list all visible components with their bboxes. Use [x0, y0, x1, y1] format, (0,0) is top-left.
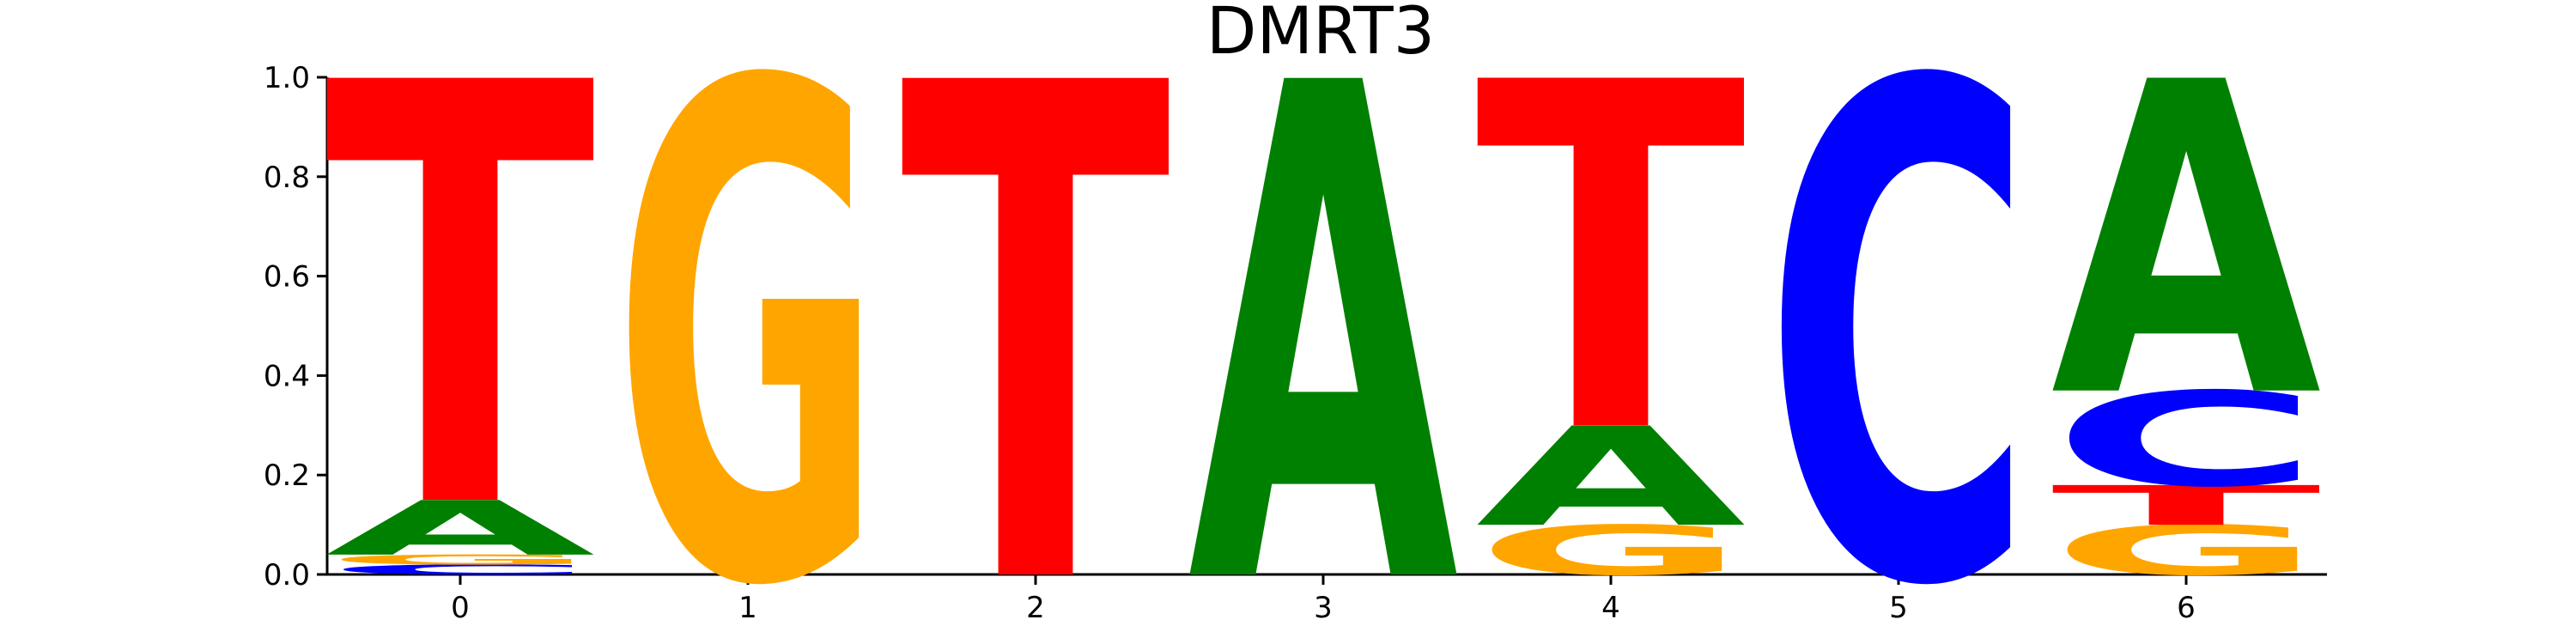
- y-tick-label: 0.2: [264, 459, 310, 493]
- y-tick-label: 0.6: [264, 260, 310, 295]
- x-tick-label: 2: [1026, 591, 1045, 625]
- logo-letter-G-pos-4: G: [1476, 512, 1747, 591]
- y-tick-label: 0.8: [264, 161, 310, 195]
- logo-letter-A-pos-3: A: [1188, 0, 1461, 644]
- logo-letter-C-pos-0: C: [325, 562, 596, 577]
- x-tick-label: 3: [1314, 591, 1333, 625]
- axes: 0.0 0.2 0.4 0.6 0.8 1.0 0 1 2 3 4 5 6: [264, 61, 2327, 625]
- logo-letter-A-pos-4: A: [1476, 398, 1749, 557]
- logo-letter-A-pos-0: A: [325, 485, 598, 572]
- chart-title: DMRT3: [1206, 0, 1435, 69]
- x-tick-label: 5: [1889, 591, 1908, 625]
- logo-letter-C-pos-6: C: [2051, 365, 2322, 516]
- x-tick-label: 0: [451, 591, 470, 625]
- logo-letter-T-pos-0: T: [325, 0, 598, 637]
- x-tick-label: 6: [2177, 591, 2196, 625]
- logo-letter-G-pos-6: G: [2051, 512, 2322, 591]
- logo-letter-A-pos-6: A: [2051, 0, 2324, 492]
- logo-letter-G-pos-0: G: [325, 552, 596, 568]
- y-tick-label: 1.0: [264, 61, 310, 95]
- y-tick-label: 0.0: [264, 558, 310, 592]
- logo-letter-G-pos-1: G: [613, 0, 884, 644]
- y-tick-label: 0.4: [264, 359, 310, 393]
- logo-letter-T-pos-4: T: [1476, 0, 1748, 538]
- x-tick-label: 4: [1601, 591, 1620, 625]
- logo-letter-T-pos-6: T: [2051, 474, 2324, 538]
- logo-letter-T-pos-2: T: [901, 0, 1173, 644]
- x-tick-label: 1: [738, 591, 757, 625]
- logo-letter-C-pos-5: C: [1764, 0, 2034, 644]
